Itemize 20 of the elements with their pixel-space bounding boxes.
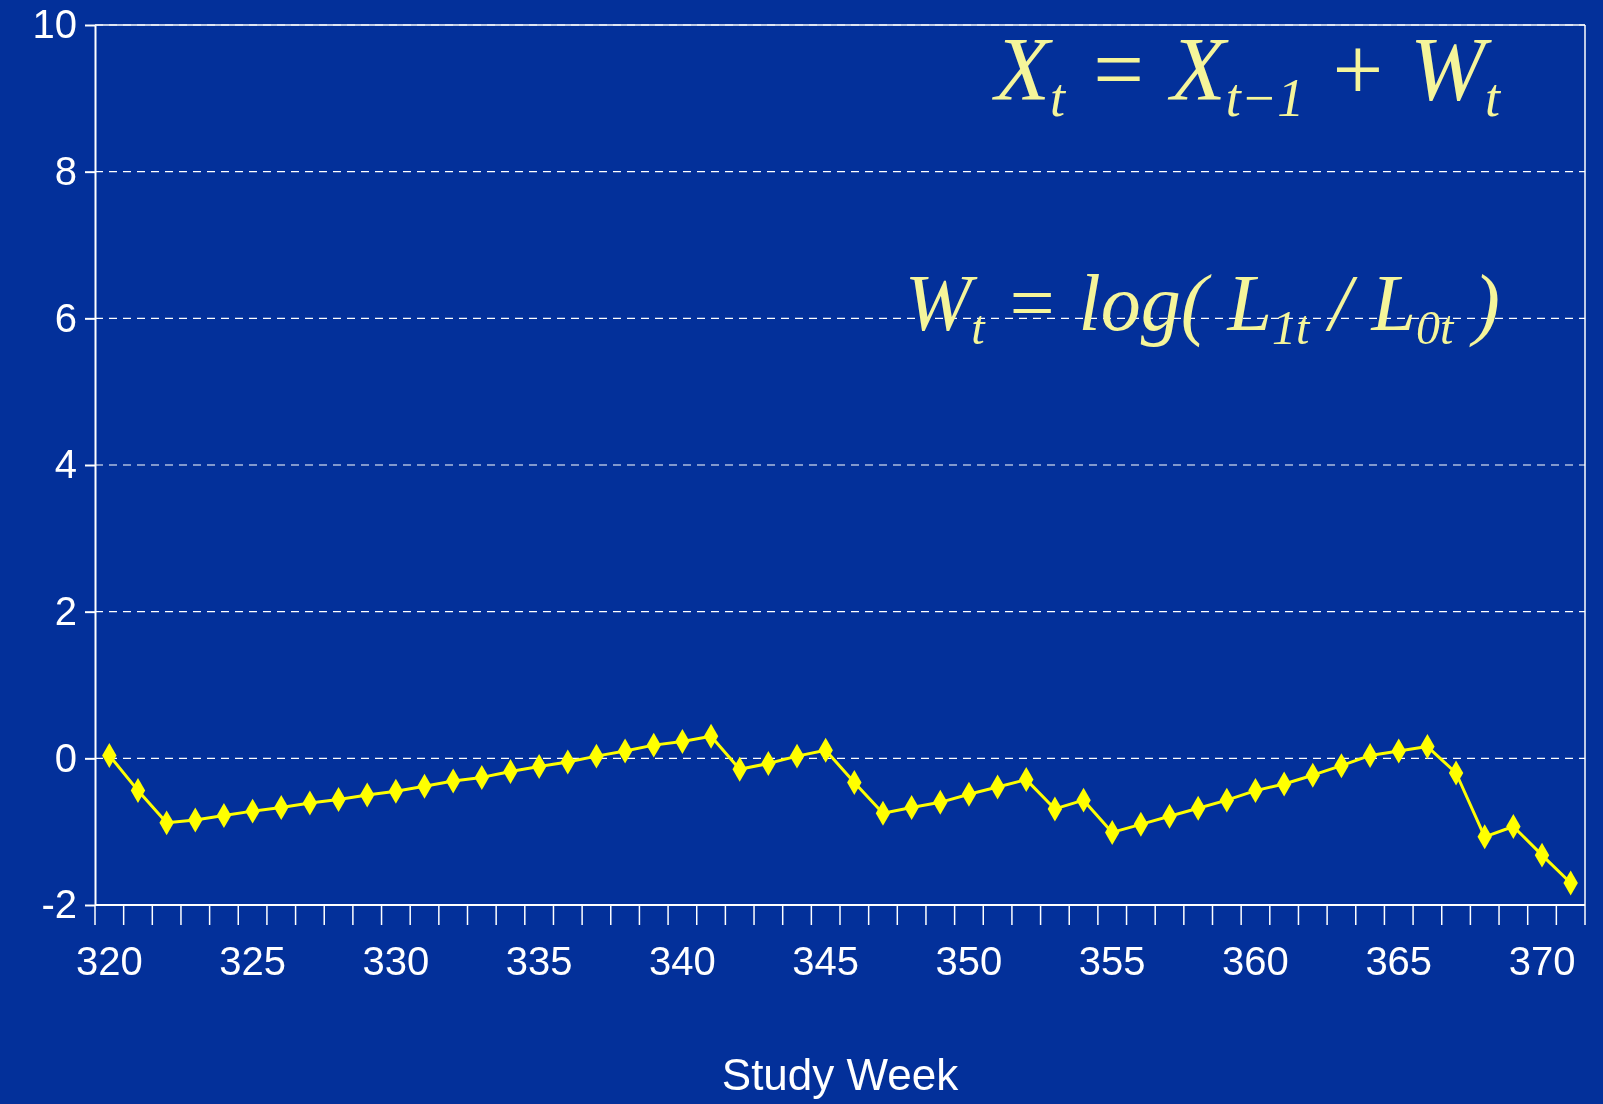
x-tick-label: 350 (935, 939, 1003, 983)
y-tick-label: 4 (54, 442, 77, 487)
x-tick-label: 340 (649, 939, 716, 983)
y-tick-label: 6 (54, 295, 77, 340)
y-tick-label: 8 (54, 148, 77, 193)
x-tick-label: 335 (505, 939, 573, 983)
x-axis-title: Study Week (721, 1050, 960, 1099)
x-tick-label: 370 (1508, 939, 1576, 983)
x-tick-label: 355 (1078, 939, 1146, 983)
x-tick-label: 360 (1222, 939, 1289, 983)
y-tick-label: 0 (54, 735, 77, 780)
x-tick-label: 365 (1365, 939, 1433, 983)
y-tick-label: -2 (41, 882, 77, 927)
x-tick-label: 330 (362, 939, 430, 983)
x-tick-label: 320 (75, 939, 143, 983)
y-tick-label: 2 (54, 588, 77, 633)
annotation: X$_{t}$ = X$_{t−1}$ + W$_{t}$ (992, 20, 1502, 129)
y-tick-label: 10 (32, 2, 77, 47)
x-tick-label: 345 (792, 939, 860, 983)
x-tick-label: 325 (219, 939, 286, 983)
